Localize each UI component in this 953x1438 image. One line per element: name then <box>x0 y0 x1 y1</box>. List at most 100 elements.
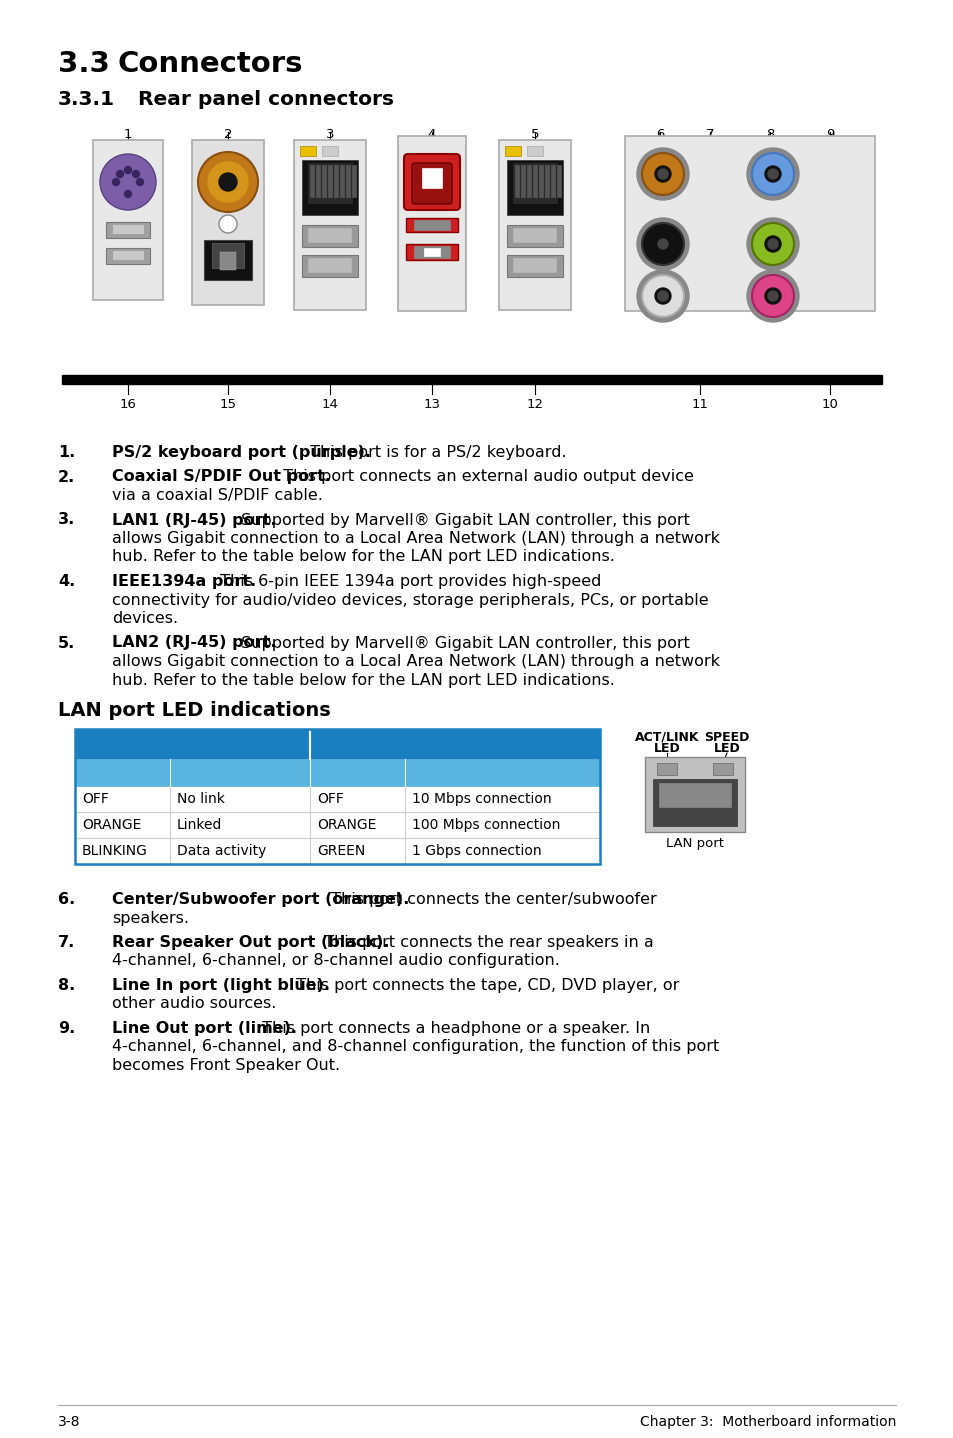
Bar <box>112 250 144 260</box>
Bar <box>302 255 357 278</box>
Text: LED: LED <box>713 742 740 755</box>
Text: 8: 8 <box>765 128 774 141</box>
Text: 8.: 8. <box>58 978 75 994</box>
Circle shape <box>637 219 688 270</box>
Text: This port connects the rear speakers in a: This port connects the rear speakers in … <box>318 935 653 951</box>
Circle shape <box>112 178 119 186</box>
Text: Supported by Marvell® Gigabit LAN controller, this port: Supported by Marvell® Gigabit LAN contro… <box>236 636 689 650</box>
Text: 6: 6 <box>655 128 663 141</box>
Text: 6.: 6. <box>58 892 75 907</box>
Circle shape <box>658 170 667 178</box>
Circle shape <box>655 236 670 252</box>
Text: Status: Status <box>316 765 368 779</box>
Bar <box>397 137 465 311</box>
Bar <box>504 147 520 155</box>
Text: 5: 5 <box>530 128 538 141</box>
Bar <box>192 139 264 305</box>
Circle shape <box>116 171 123 177</box>
Text: 16: 16 <box>119 398 136 411</box>
Text: 10: 10 <box>821 398 838 411</box>
Circle shape <box>208 162 248 201</box>
Circle shape <box>100 154 156 210</box>
Bar <box>75 729 599 864</box>
Text: Linked: Linked <box>177 818 222 833</box>
Text: allows Gigabit connection to a Local Area Network (LAN) through a network: allows Gigabit connection to a Local Are… <box>112 654 720 669</box>
Bar <box>498 139 571 311</box>
Text: 2.: 2. <box>58 469 75 485</box>
Text: hub. Refer to the table below for the LAN port LED indications.: hub. Refer to the table below for the LA… <box>112 549 615 565</box>
Text: Rear Speaker Out port (black).: Rear Speaker Out port (black). <box>112 935 389 951</box>
Bar <box>652 779 737 825</box>
Bar <box>513 162 557 203</box>
Circle shape <box>751 152 793 196</box>
Circle shape <box>198 152 257 211</box>
Text: LAN1 (RJ-45) port.: LAN1 (RJ-45) port. <box>112 512 276 528</box>
Circle shape <box>219 216 236 233</box>
Circle shape <box>751 223 793 265</box>
Circle shape <box>641 152 683 196</box>
Bar <box>339 165 344 197</box>
Bar <box>506 160 562 216</box>
Circle shape <box>746 148 799 200</box>
Circle shape <box>767 290 778 301</box>
Bar <box>106 247 150 265</box>
Text: Chapter 3:  Motherboard information: Chapter 3: Motherboard information <box>639 1415 895 1429</box>
Text: Status: Status <box>82 765 132 779</box>
Text: BLINKING: BLINKING <box>82 844 148 858</box>
Bar <box>526 147 542 155</box>
Text: 3.: 3. <box>58 512 75 528</box>
Text: 5.: 5. <box>58 636 75 650</box>
Circle shape <box>764 288 781 303</box>
Circle shape <box>637 270 688 322</box>
Bar <box>423 247 439 256</box>
Text: LED: LED <box>653 742 679 755</box>
Text: 2: 2 <box>224 128 232 141</box>
Bar <box>414 246 450 257</box>
Text: 4: 4 <box>427 128 436 141</box>
Bar <box>310 165 314 197</box>
Bar <box>506 224 562 247</box>
Circle shape <box>746 219 799 270</box>
Text: Description: Description <box>177 765 266 779</box>
Text: This port connects an external audio output device: This port connects an external audio out… <box>277 469 693 485</box>
Text: 15: 15 <box>219 398 236 411</box>
Bar <box>406 244 457 260</box>
Bar <box>315 165 319 197</box>
Circle shape <box>767 170 778 178</box>
Bar <box>310 729 599 759</box>
Bar <box>204 240 252 280</box>
Bar <box>334 165 337 197</box>
Bar <box>538 165 542 197</box>
Bar <box>75 838 599 864</box>
Text: connectivity for audio/video devices, storage peripherals, PCs, or portable: connectivity for audio/video devices, st… <box>112 592 708 607</box>
Circle shape <box>767 239 778 249</box>
Bar <box>414 220 450 230</box>
Text: OFF: OFF <box>316 792 343 807</box>
Text: Description: Description <box>412 765 501 779</box>
Bar <box>220 252 235 270</box>
Text: 13: 13 <box>423 398 440 411</box>
Bar <box>659 784 730 807</box>
Text: Speed LED: Speed LED <box>316 736 405 752</box>
Bar <box>328 165 332 197</box>
Text: speakers.: speakers. <box>112 910 189 926</box>
Text: IEEE1394a port.: IEEE1394a port. <box>112 574 256 590</box>
Text: Rear panel connectors: Rear panel connectors <box>138 91 394 109</box>
Bar <box>513 229 557 243</box>
Text: devices.: devices. <box>112 611 178 626</box>
Circle shape <box>136 178 143 186</box>
Text: 14: 14 <box>321 398 338 411</box>
Bar <box>322 165 326 197</box>
Text: This 6-pin IEEE 1394a port provides high-speed: This 6-pin IEEE 1394a port provides high… <box>215 574 601 590</box>
Text: This port connects the tape, CD, DVD player, or: This port connects the tape, CD, DVD pla… <box>291 978 679 994</box>
Circle shape <box>751 275 793 316</box>
Text: This port connects a headphone or a speaker. In: This port connects a headphone or a spea… <box>256 1021 649 1035</box>
Text: 4-channel, 6-channel, or 8-channel audio configuration.: 4-channel, 6-channel, or 8-channel audio… <box>112 953 559 969</box>
Text: ORANGE: ORANGE <box>316 818 376 833</box>
Circle shape <box>764 165 781 183</box>
Text: ACT/LINK: ACT/LINK <box>634 731 699 743</box>
Text: Coaxial S/PDIF Out port.: Coaxial S/PDIF Out port. <box>112 469 331 485</box>
Bar <box>170 759 310 787</box>
Text: Line In port (light blue).: Line In port (light blue). <box>112 978 330 994</box>
Bar <box>322 147 337 155</box>
